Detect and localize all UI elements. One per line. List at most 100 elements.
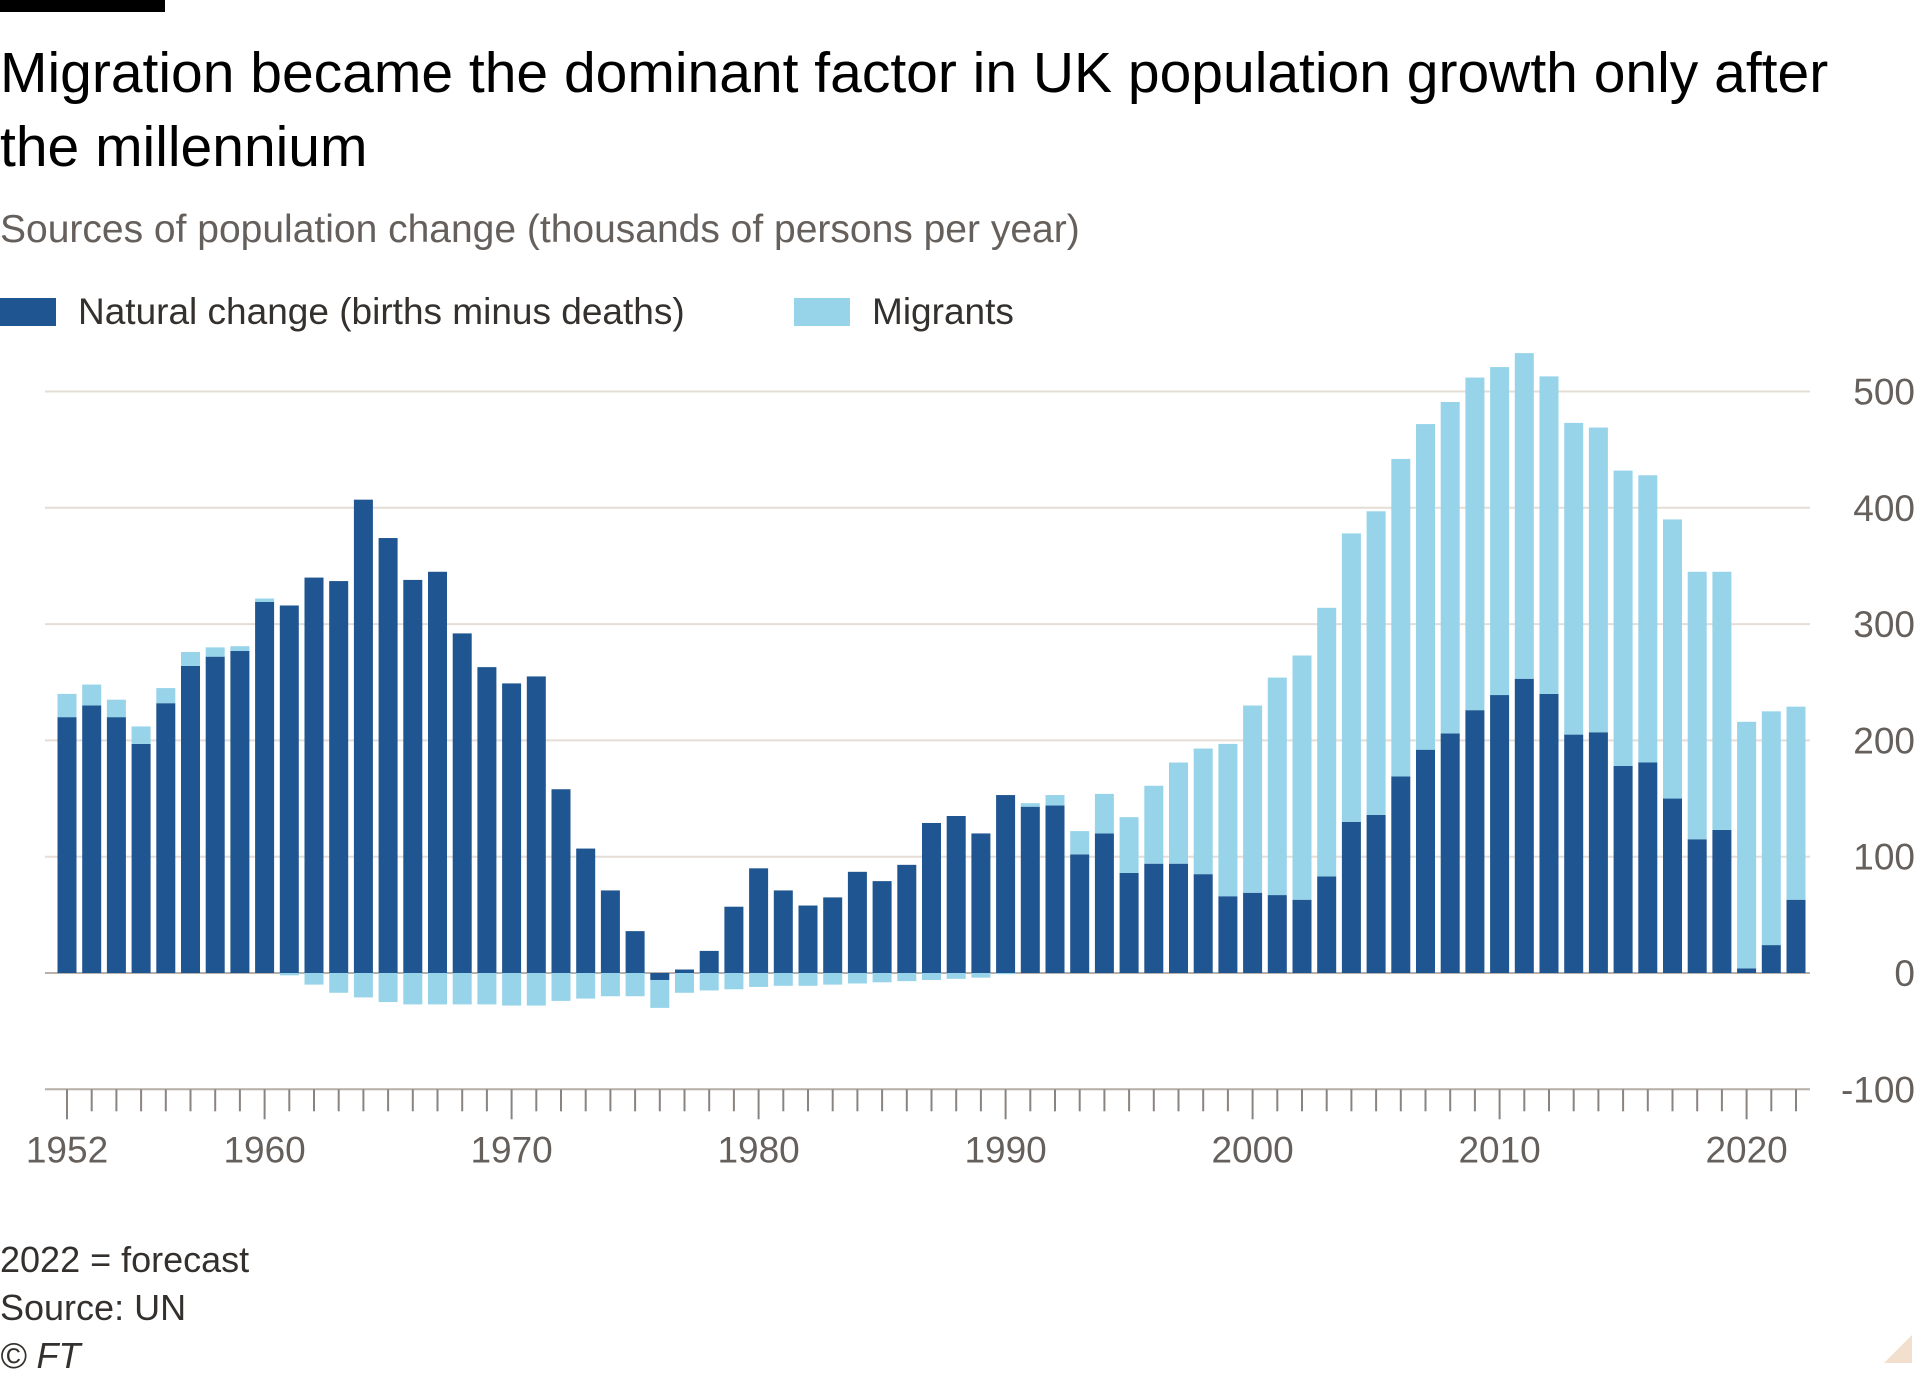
bar-natural-1971 bbox=[526, 676, 546, 973]
bar-natural-2012 bbox=[1539, 693, 1559, 973]
bar-migrants-2017 bbox=[1663, 519, 1682, 799]
bar-migrants-1999 bbox=[1218, 743, 1238, 897]
bar-natural-2020 bbox=[1737, 968, 1757, 973]
x-tick-label: 1980 bbox=[717, 1129, 799, 1170]
bar-migrants-1958 bbox=[205, 647, 225, 657]
bar-migrants-2015 bbox=[1613, 470, 1633, 766]
bar-natural-1988 bbox=[946, 815, 966, 973]
bar-migrants-1987 bbox=[922, 973, 941, 980]
corner-mark bbox=[1884, 1335, 1912, 1363]
bar-migrants-1966 bbox=[403, 973, 423, 1005]
bar-natural-1974 bbox=[600, 890, 620, 973]
bar-migrants-2019 bbox=[1712, 571, 1732, 830]
y-tick-label: -100 bbox=[1841, 1069, 1915, 1110]
bar-migrants-1993 bbox=[1070, 831, 1090, 855]
bar-migrants-2006 bbox=[1391, 458, 1411, 777]
bar-migrants-1969 bbox=[477, 973, 497, 1005]
bar-natural-1982 bbox=[798, 905, 818, 973]
bar-migrants-1989 bbox=[971, 973, 991, 978]
bar-natural-1960 bbox=[255, 602, 275, 973]
bar-natural-1975 bbox=[625, 931, 645, 973]
bar-migrants-1968 bbox=[452, 973, 472, 1005]
bar-natural-2005 bbox=[1366, 814, 1386, 973]
bar-natural-2018 bbox=[1687, 839, 1707, 973]
legend-label-natural: Natural change (births minus deaths) bbox=[78, 291, 685, 332]
bar-natural-1966 bbox=[403, 579, 423, 973]
bar-natural-1965 bbox=[378, 538, 398, 973]
bar-migrants-1975 bbox=[625, 973, 645, 997]
bar-migrants-1998 bbox=[1193, 748, 1213, 875]
bar-natural-1985 bbox=[872, 881, 892, 973]
bar-natural-2000 bbox=[1243, 892, 1263, 973]
bar-migrants-1983 bbox=[823, 973, 843, 985]
bar-natural-2015 bbox=[1613, 765, 1633, 973]
bar-natural-2002 bbox=[1292, 899, 1312, 973]
bar-migrants-1976 bbox=[650, 979, 670, 1008]
bar-natural-2014 bbox=[1588, 732, 1608, 973]
bar-natural-1999 bbox=[1218, 896, 1238, 973]
bar-migrants-1967 bbox=[428, 973, 447, 1005]
bar-natural-1959 bbox=[230, 650, 250, 973]
bar-natural-1978 bbox=[699, 950, 719, 973]
bar-natural-1987 bbox=[922, 822, 941, 973]
bar-natural-1957 bbox=[181, 665, 200, 973]
bar-migrants-1972 bbox=[551, 973, 571, 1001]
bars bbox=[57, 353, 1806, 1008]
bar-natural-1962 bbox=[304, 577, 324, 973]
bar-natural-1984 bbox=[847, 871, 867, 973]
bar-migrants-1970 bbox=[502, 973, 522, 1006]
bar-migrants-1954 bbox=[106, 699, 126, 718]
bar-natural-1994 bbox=[1094, 833, 1114, 973]
x-tick-label: 1970 bbox=[470, 1129, 552, 1170]
chart-subtitle: Sources of population change (thousands … bbox=[0, 208, 1080, 251]
footnote-forecast: 2022 = forecast bbox=[0, 1239, 250, 1280]
bar-migrants-2022 bbox=[1786, 706, 1806, 900]
bar-natural-1991 bbox=[1020, 806, 1040, 973]
bar-migrants-1988 bbox=[946, 973, 966, 979]
bar-migrants-1964 bbox=[353, 973, 373, 998]
bar-natural-2007 bbox=[1416, 749, 1435, 973]
bar-natural-1986 bbox=[897, 864, 917, 973]
y-tick-label: 100 bbox=[1853, 837, 1915, 878]
legend-label-migrants: Migrants bbox=[872, 291, 1014, 332]
bar-natural-1973 bbox=[576, 848, 596, 973]
bar-natural-2021 bbox=[1761, 945, 1781, 973]
bar-natural-2003 bbox=[1317, 876, 1337, 973]
bar-natural-2004 bbox=[1341, 821, 1361, 973]
bar-natural-2016 bbox=[1638, 762, 1658, 973]
bar-natural-1997 bbox=[1169, 863, 1188, 973]
bar-migrants-2004 bbox=[1341, 533, 1361, 822]
bar-migrants-1953 bbox=[82, 684, 102, 706]
bar-natural-1956 bbox=[156, 703, 176, 973]
bar-natural-1969 bbox=[477, 667, 497, 973]
bar-migrants-1985 bbox=[872, 973, 892, 983]
bar-migrants-1962 bbox=[304, 973, 324, 985]
bar-natural-2013 bbox=[1564, 734, 1584, 973]
bar-natural-2001 bbox=[1267, 895, 1287, 973]
bar-natural-1953 bbox=[82, 705, 102, 973]
bar-migrants-1960 bbox=[255, 598, 275, 603]
bar-migrants-1963 bbox=[329, 973, 349, 993]
bar-migrants-1991 bbox=[1020, 803, 1040, 807]
bar-natural-1990 bbox=[996, 795, 1016, 973]
legend-item-natural: Natural change (births minus deaths) bbox=[0, 287, 685, 337]
bar-migrants-2007 bbox=[1416, 424, 1435, 750]
x-tick-label: 1960 bbox=[223, 1129, 305, 1170]
bar-migrants-1957 bbox=[181, 652, 200, 666]
bar-migrants-1952 bbox=[57, 693, 77, 718]
bar-migrants-2000 bbox=[1243, 705, 1263, 893]
bar-natural-1958 bbox=[205, 656, 225, 973]
bar-natural-1955 bbox=[131, 743, 151, 973]
bar-natural-1977 bbox=[675, 969, 694, 973]
bar-natural-2019 bbox=[1712, 829, 1732, 973]
bar-natural-1998 bbox=[1193, 874, 1213, 973]
bar-migrants-2002 bbox=[1292, 655, 1312, 900]
chart-title: Migration became the dominant factor in … bbox=[0, 41, 1829, 179]
bar-migrants-2013 bbox=[1564, 422, 1584, 735]
bar-migrants-2014 bbox=[1588, 427, 1608, 733]
bar-migrants-1974 bbox=[600, 973, 620, 997]
bar-migrants-2001 bbox=[1267, 677, 1287, 896]
bar-migrants-2018 bbox=[1687, 571, 1707, 840]
bar-migrants-2009 bbox=[1465, 377, 1485, 711]
bar-migrants-1971 bbox=[526, 973, 546, 1006]
